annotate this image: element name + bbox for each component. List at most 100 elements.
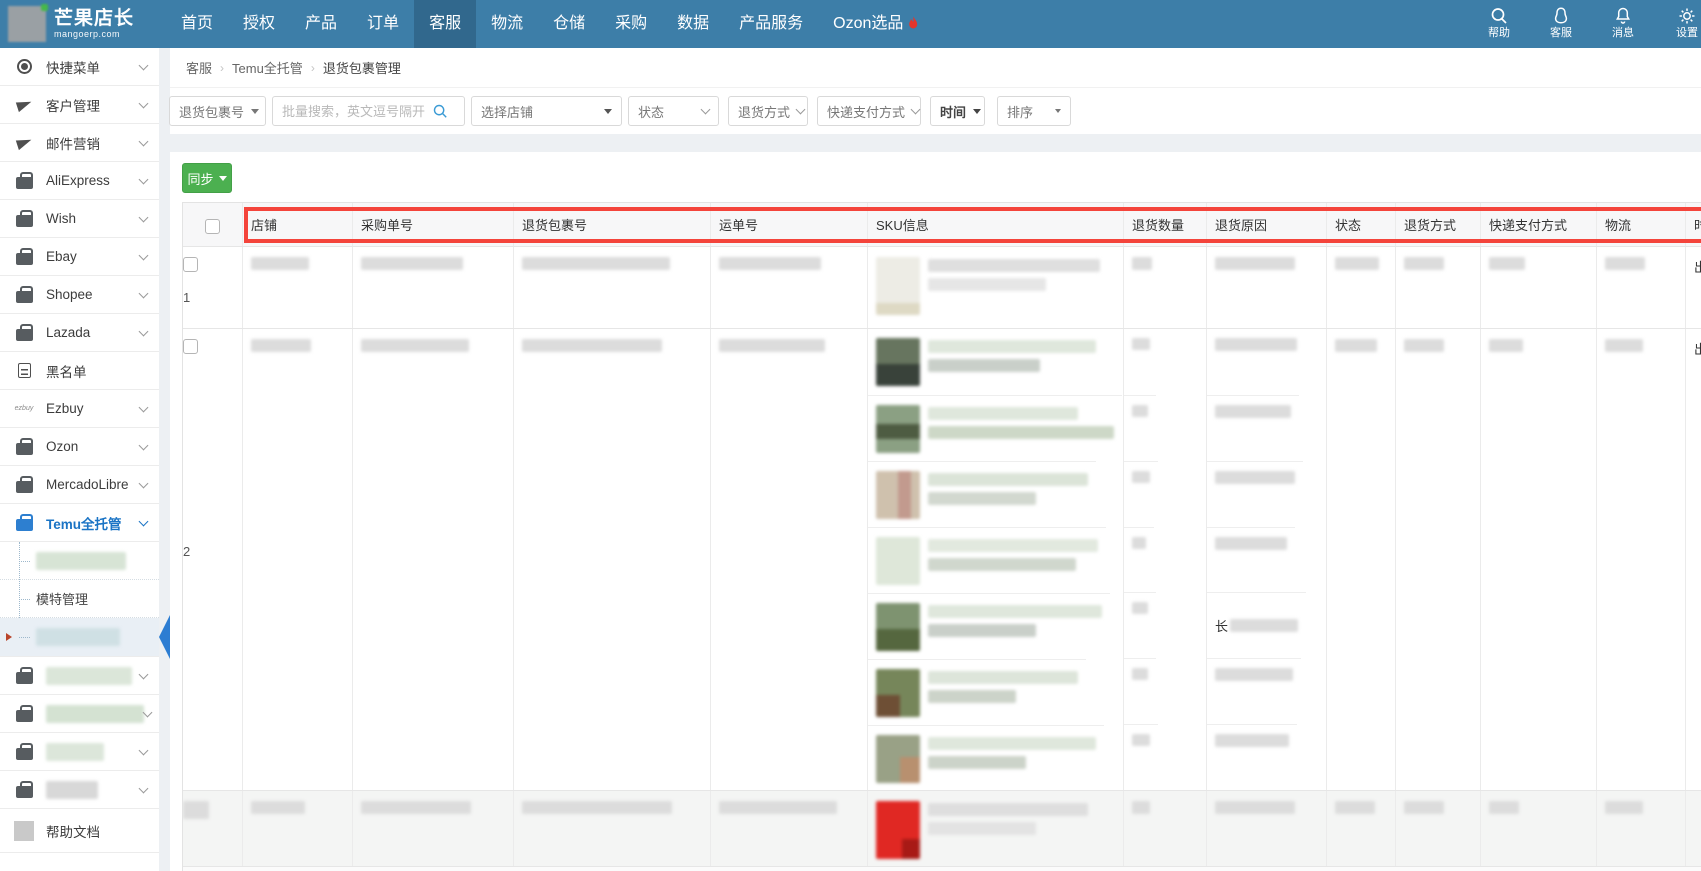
nav-item-home[interactable]: 首页 — [181, 15, 214, 32]
sidebar-item-email-marketing[interactable]: 邮件营销 — [0, 124, 159, 162]
sidebar-item-redacted-1[interactable] — [0, 657, 159, 695]
nav-item-purchase[interactable]: 采购 — [615, 15, 648, 32]
sidebar-item-shopee[interactable]: Shopee — [0, 276, 159, 314]
send-icon — [14, 135, 34, 150]
redacted-express-pay — [1489, 257, 1525, 270]
nav-item-ozon-selection[interactable]: Ozon选品 — [818, 0, 935, 48]
messages-button[interactable]: 消息 — [1600, 4, 1646, 40]
column-header-status[interactable]: 状态 — [1327, 203, 1396, 246]
product-image — [876, 735, 920, 783]
sidebar-item-ozon[interactable]: Ozon — [0, 428, 159, 466]
chevron-down-icon — [138, 669, 149, 679]
time-dropdown[interactable]: 时间 — [930, 96, 985, 126]
column-header-logistics[interactable]: 物流 — [1597, 203, 1686, 246]
column-header-purchase-order[interactable]: 采购单号 — [353, 203, 514, 246]
temu-submenu-item-return-packages[interactable] — [0, 615, 170, 659]
search-input[interactable] — [282, 103, 432, 119]
column-header-return-reason[interactable]: 退货原因 — [1207, 203, 1327, 246]
breadcrumb-customer-service[interactable]: 客服 — [186, 61, 213, 76]
briefcase-icon — [14, 666, 34, 684]
sidebar-item-wish[interactable]: Wish — [0, 200, 159, 238]
sidebar-item-temu[interactable]: Temu全托管 — [0, 504, 159, 542]
nav-item-customer-service[interactable]: 客服 — [414, 0, 477, 48]
redacted-qty — [1132, 668, 1148, 681]
sidebar-item-redacted-2[interactable] — [0, 695, 159, 733]
column-header-return-package-no[interactable]: 退货包裹号 — [514, 203, 711, 246]
sidebar-item-ezbuy[interactable]: ezbuy Ezbuy — [0, 390, 159, 428]
help-button[interactable]: 帮助 — [1476, 4, 1522, 40]
nav-item-data[interactable]: 数据 — [677, 15, 710, 32]
column-header-return-method[interactable]: 退货方式 — [1396, 203, 1481, 246]
caret-down-icon — [604, 108, 612, 114]
row-checkbox[interactable] — [183, 339, 198, 354]
redacted-sku-text — [928, 278, 1046, 291]
chevron-down-icon — [138, 326, 149, 336]
breadcrumb-separator: › — [310, 60, 315, 75]
sidebar-item-ebay[interactable]: Ebay — [0, 238, 159, 276]
search-field-dropdown[interactable]: 退货包裹号 — [169, 96, 266, 126]
doc-placeholder-icon — [14, 820, 34, 841]
select-all-checkbox[interactable] — [205, 219, 220, 234]
nav-item-warehouse[interactable]: 仓储 — [553, 15, 586, 32]
batch-search-box[interactable] — [272, 96, 465, 126]
sku-item — [868, 593, 1110, 659]
status-select[interactable]: 状态 — [628, 96, 719, 126]
redacted-logistics — [1605, 801, 1643, 814]
redacted-reason — [1230, 619, 1299, 633]
sidebar-item-aliexpress[interactable]: AliExpress — [0, 162, 159, 200]
column-header-tracking-no[interactable]: 运单号 — [711, 203, 868, 246]
customer-service-button[interactable]: 客服 — [1538, 4, 1584, 40]
nav-item-auth[interactable]: 授权 — [243, 15, 276, 32]
temu-submenu-item-redacted[interactable] — [0, 542, 159, 580]
briefcase-icon — [14, 742, 34, 760]
shop-select[interactable]: 选择店铺 — [471, 96, 622, 126]
sort-dropdown[interactable]: 排序 — [997, 96, 1071, 126]
sku-item — [868, 659, 1086, 725]
redacted-qty — [1132, 536, 1146, 549]
redacted-purchase-order — [361, 339, 469, 352]
briefcase-icon — [14, 285, 34, 303]
column-header-express-pay[interactable]: 快递支付方式 — [1481, 203, 1597, 246]
settings-button[interactable]: 设置 — [1664, 4, 1701, 40]
redacted-shop — [251, 801, 305, 814]
column-header-time[interactable]: 时间 — [1694, 218, 1701, 233]
column-header-return-qty[interactable]: 退货数量 — [1124, 203, 1207, 246]
temu-submenu-item-model-management[interactable]: 模特管理 — [0, 580, 159, 618]
bell-icon — [1616, 7, 1630, 24]
redacted-tracking-no — [719, 339, 825, 352]
qq-penguin-icon — [1554, 7, 1568, 24]
sidebar-item-mercadolibre[interactable]: MercadoLibre — [0, 466, 159, 504]
product-image — [876, 471, 920, 519]
breadcrumb: 客服 › Temu全托管 › 退货包裹管理 — [170, 48, 1701, 88]
breadcrumb-temu[interactable]: Temu全托管 — [232, 61, 303, 76]
sidebar-collapse-handle[interactable] — [159, 615, 170, 659]
nav-item-products[interactable]: 产品 — [305, 15, 338, 32]
temu-submenu: 模特管理 — [0, 542, 170, 659]
nav-item-product-services[interactable]: 产品服务 — [739, 15, 804, 32]
brand-logo[interactable]: 芒果店长 mangoerp.com — [0, 4, 160, 42]
nav-item-logistics[interactable]: 物流 — [491, 15, 524, 32]
sidebar-item-redacted-4[interactable] — [0, 771, 159, 809]
row-checkbox[interactable] — [183, 257, 198, 272]
return-method-select[interactable]: 退货方式 — [728, 96, 808, 126]
sidebar-item-redacted-3[interactable] — [0, 733, 159, 771]
sidebar-item-help-docs[interactable]: 帮助文档 — [0, 809, 159, 853]
chevron-down-icon — [910, 104, 921, 114]
sidebar-item-lazada[interactable]: Lazada — [0, 314, 159, 352]
sidebar-item-quick-menu[interactable]: 快捷菜单 — [0, 48, 159, 86]
sidebar-item-customer-management[interactable]: 客户管理 — [0, 86, 159, 124]
column-header-shop[interactable]: 店铺 — [243, 203, 353, 246]
blacklist-icon — [14, 363, 34, 378]
product-image — [876, 801, 920, 859]
redacted-logistics — [1605, 257, 1645, 270]
redacted-reason — [1215, 338, 1297, 351]
express-pay-select[interactable]: 快递支付方式 — [817, 96, 921, 126]
column-header-sku-info[interactable]: SKU信息 — [868, 203, 1124, 246]
product-image — [876, 338, 920, 386]
nav-item-orders[interactable]: 订单 — [367, 15, 400, 32]
product-image — [876, 669, 920, 717]
target-icon — [14, 59, 34, 74]
sync-button[interactable]: 同步 — [182, 163, 232, 193]
search-icon[interactable] — [432, 103, 448, 119]
sidebar-item-blacklist[interactable]: 黑名单 — [0, 352, 159, 390]
